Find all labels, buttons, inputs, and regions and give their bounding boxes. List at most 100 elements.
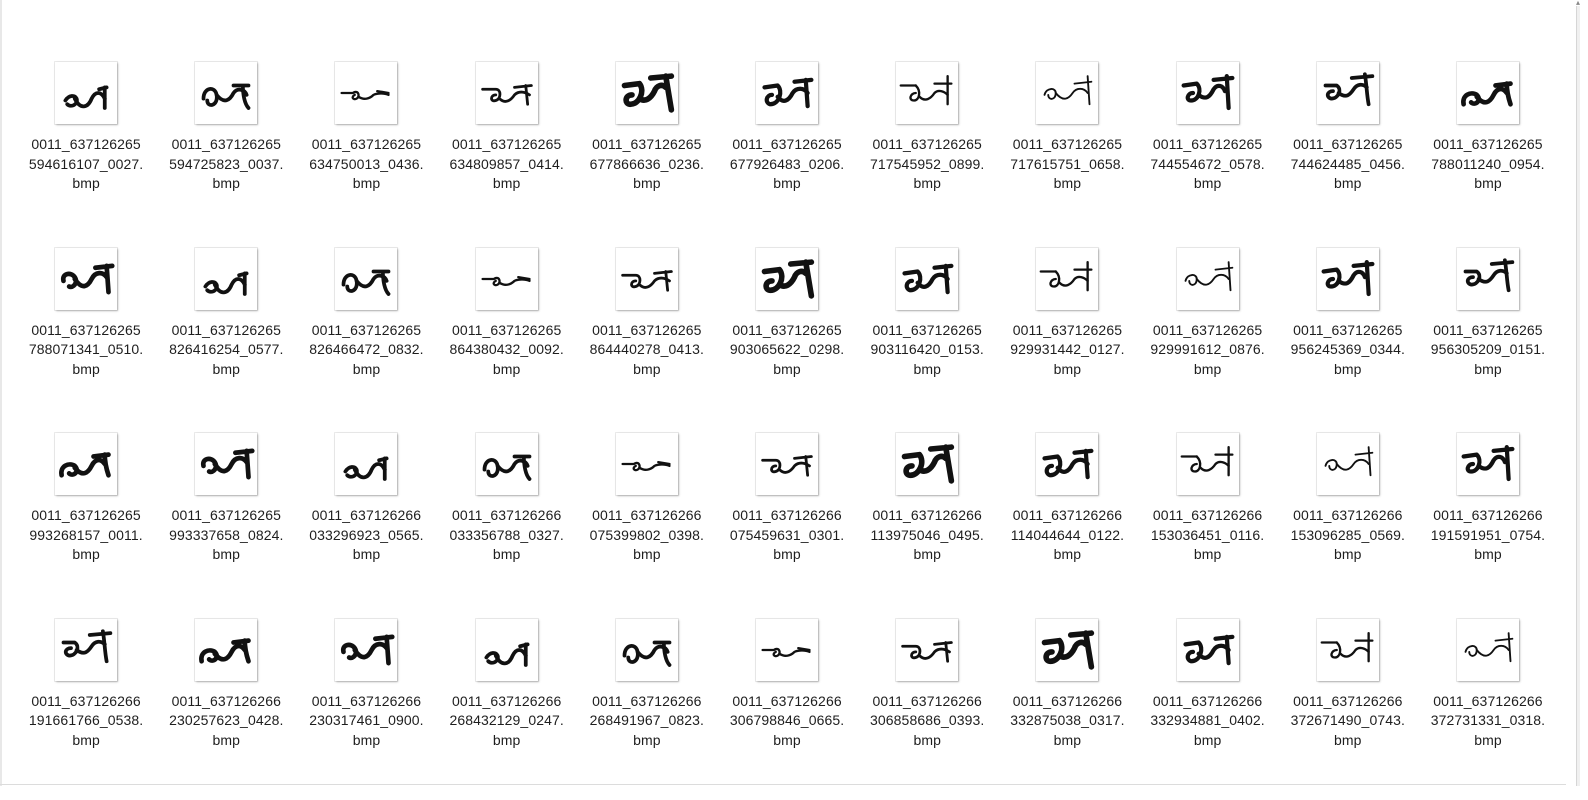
file-thumbnail[interactable] <box>476 62 538 124</box>
file-thumbnail[interactable] <box>756 62 818 124</box>
file-name-line: bmp <box>1140 174 1276 194</box>
file-thumbnail[interactable] <box>335 248 397 310</box>
file-thumbnail[interactable] <box>616 62 678 124</box>
file-thumbnail[interactable] <box>896 433 958 495</box>
scrollbar-thumb[interactable] <box>1576 6 1580 786</box>
file-thumbnail[interactable] <box>476 619 538 681</box>
file-thumbnail[interactable] <box>616 433 678 495</box>
file-thumbnail[interactable] <box>756 248 818 310</box>
vertical-scrollbar[interactable]: ▴ <box>1570 0 1588 796</box>
file-name-line: bmp <box>1280 545 1416 565</box>
file-thumbnail[interactable] <box>616 248 678 310</box>
file-thumbnail[interactable] <box>1177 62 1239 124</box>
file-thumbnail[interactable] <box>476 433 538 495</box>
file-thumbnail[interactable] <box>1457 62 1519 124</box>
file-thumbnail[interactable] <box>195 248 257 310</box>
file-thumbnail[interactable] <box>195 62 257 124</box>
file-thumbnail[interactable] <box>335 433 397 495</box>
file-thumbnail[interactable] <box>1036 433 1098 495</box>
file-thumbnail[interactable] <box>1177 433 1239 495</box>
file-thumbnail[interactable] <box>1036 248 1098 310</box>
file-thumbnail[interactable] <box>896 248 958 310</box>
file-name-line: 788011240_0954. <box>1420 155 1556 175</box>
file-name-line: 594725823_0037. <box>158 155 294 175</box>
file-thumbnail[interactable] <box>195 619 257 681</box>
file-thumbnail[interactable] <box>476 248 538 310</box>
file-thumbnail[interactable] <box>1457 619 1519 681</box>
file-thumbnail[interactable] <box>1317 248 1379 310</box>
file-thumbnail[interactable] <box>616 619 678 681</box>
file-thumbnail[interactable] <box>1036 619 1098 681</box>
file-thumbnail[interactable] <box>335 619 397 681</box>
file-thumbnail[interactable] <box>896 62 958 124</box>
file-thumbnail[interactable] <box>55 62 117 124</box>
file-thumbnail[interactable] <box>55 619 117 681</box>
file-thumbnail[interactable] <box>335 62 397 124</box>
file-thumbnail[interactable] <box>55 433 117 495</box>
file-thumbnail[interactable] <box>1457 248 1519 310</box>
file-thumbnail[interactable] <box>195 433 257 495</box>
file-thumbnail[interactable] <box>896 619 958 681</box>
file-thumbnail[interactable] <box>55 248 117 310</box>
file-thumbnail[interactable] <box>1317 433 1379 495</box>
file-thumbnail[interactable] <box>1036 62 1098 124</box>
file-thumbnail[interactable] <box>1317 619 1379 681</box>
file-name-line: bmp <box>1280 731 1416 751</box>
file-thumbnail[interactable] <box>756 619 818 681</box>
file-thumbnail[interactable] <box>1177 248 1239 310</box>
file-thumbnail[interactable] <box>1177 619 1239 681</box>
file-thumbnail[interactable] <box>1457 433 1519 495</box>
file-thumbnail[interactable] <box>1317 62 1379 124</box>
file-thumbnail[interactable] <box>756 433 818 495</box>
file-name-line: bmp <box>859 731 995 751</box>
file-name-line: 075459631_0301. <box>719 526 855 546</box>
